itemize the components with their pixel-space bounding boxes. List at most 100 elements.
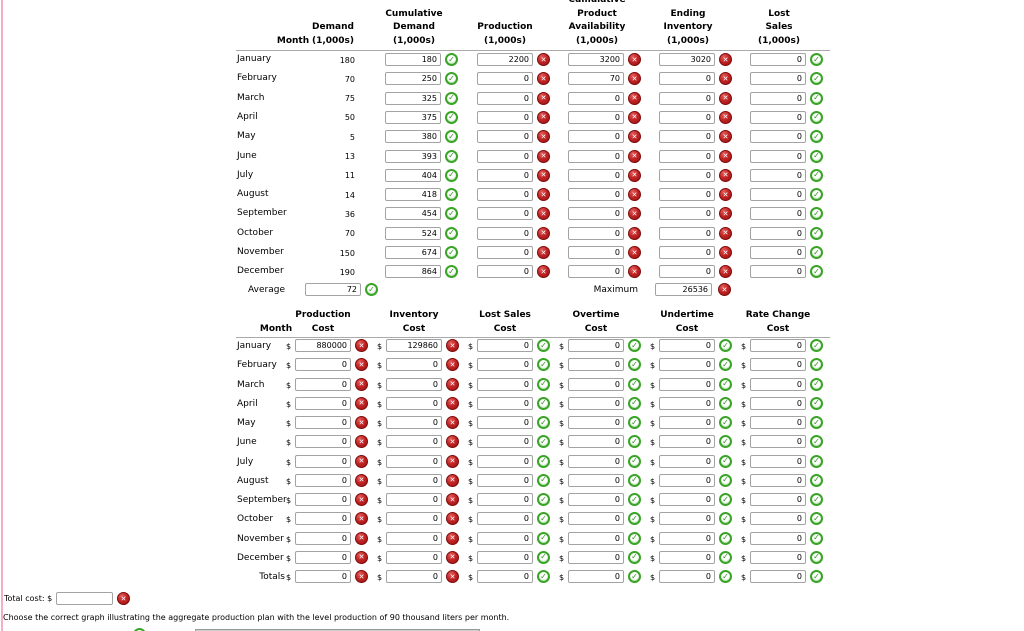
cost-value-input[interactable] [295,396,351,410]
plan-inventory-input[interactable] [659,130,715,144]
cost-value-input[interactable] [386,377,442,391]
total-cost-input[interactable] [56,592,113,605]
plan-cum-demand-input[interactable] [385,207,441,221]
cost-value-input[interactable] [659,416,715,429]
cost-value-input[interactable] [568,473,624,487]
plan-inventory-input[interactable] [659,168,715,182]
plan-lost-sales-input[interactable] [750,72,806,86]
plan-inventory-input[interactable] [659,265,715,279]
plan-lost-sales-input[interactable] [750,265,806,279]
cost-value-input[interactable] [477,473,533,487]
plan-inventory-input[interactable] [659,149,715,163]
plan-lost-sales-input[interactable] [750,207,806,221]
cost-value-input[interactable] [477,550,533,564]
cost-value-input[interactable] [750,377,806,391]
cost-value-input[interactable] [659,396,715,410]
plan-cum-demand-input[interactable] [385,226,441,240]
cost-value-input[interactable] [750,454,806,468]
cost-value-input[interactable] [386,435,442,449]
cost-value-input[interactable] [659,454,715,468]
cost-value-input[interactable] [659,377,715,391]
plan-lost-sales-input[interactable] [750,91,806,105]
cost-value-input[interactable] [750,473,806,487]
plan-production-input[interactable] [477,130,533,144]
graph-option-dropdown-partial[interactable] [195,629,480,631]
cost-value-input[interactable] [386,531,442,545]
cost-value-input[interactable] [295,550,351,564]
plan-availability-input[interactable] [568,149,624,163]
plan-availability-input[interactable] [568,226,624,240]
cost-value-input[interactable] [659,512,715,526]
cost-value-input[interactable] [386,570,442,583]
cost-value-input[interactable] [568,396,624,410]
cost-value-input[interactable] [750,435,806,449]
cost-value-input[interactable] [386,493,442,506]
plan-availability-input[interactable] [568,246,624,259]
cost-value-input[interactable] [477,512,533,526]
cost-value-input[interactable] [386,416,442,429]
cost-value-input[interactable] [659,531,715,545]
cost-value-input[interactable] [295,339,351,352]
plan-availability-input[interactable] [568,53,624,66]
plan-lost-sales-input[interactable] [750,188,806,202]
cost-value-input[interactable] [750,550,806,564]
cost-value-input[interactable] [568,454,624,468]
cost-value-input[interactable] [477,454,533,468]
maximum-input[interactable] [655,283,712,296]
plan-lost-sales-input[interactable] [750,53,806,66]
cost-value-input[interactable] [386,473,442,487]
plan-cum-demand-input[interactable] [385,130,441,144]
cost-value-input[interactable] [568,531,624,545]
plan-availability-input[interactable] [568,168,624,182]
cost-value-input[interactable] [295,377,351,391]
plan-cum-demand-input[interactable] [385,53,441,66]
plan-cum-demand-input[interactable] [385,168,441,182]
cost-value-input[interactable] [477,570,533,583]
plan-inventory-input[interactable] [659,72,715,86]
plan-lost-sales-input[interactable] [750,226,806,240]
cost-value-input[interactable] [568,377,624,391]
cost-value-input[interactable] [568,416,624,429]
plan-availability-input[interactable] [568,72,624,86]
plan-cum-demand-input[interactable] [385,72,441,86]
plan-cum-demand-input[interactable] [385,265,441,279]
plan-production-input[interactable] [477,149,533,163]
plan-availability-input[interactable] [568,207,624,221]
cost-value-input[interactable] [386,339,442,352]
plan-inventory-input[interactable] [659,226,715,240]
plan-inventory-input[interactable] [659,188,715,202]
cost-value-input[interactable] [295,435,351,449]
plan-lost-sales-input[interactable] [750,130,806,144]
plan-production-input[interactable] [477,91,533,105]
plan-cum-demand-input[interactable] [385,149,441,163]
plan-production-input[interactable] [477,265,533,279]
cost-value-input[interactable] [386,550,442,564]
plan-availability-input[interactable] [568,110,624,124]
cost-value-input[interactable] [568,435,624,449]
cost-value-input[interactable] [659,435,715,449]
cost-value-input[interactable] [659,473,715,487]
plan-availability-input[interactable] [568,130,624,144]
cost-value-input[interactable] [477,358,533,372]
cost-value-input[interactable] [477,531,533,545]
cost-value-input[interactable] [477,493,533,506]
cost-value-input[interactable] [295,358,351,372]
plan-production-input[interactable] [477,226,533,240]
plan-lost-sales-input[interactable] [750,110,806,124]
plan-production-input[interactable] [477,246,533,259]
cost-value-input[interactable] [295,416,351,429]
cost-value-input[interactable] [659,358,715,372]
cost-value-input[interactable] [295,493,351,506]
plan-inventory-input[interactable] [659,91,715,105]
cost-value-input[interactable] [295,473,351,487]
plan-lost-sales-input[interactable] [750,168,806,182]
plan-availability-input[interactable] [568,265,624,279]
plan-availability-input[interactable] [568,188,624,202]
cost-value-input[interactable] [750,339,806,352]
plan-inventory-input[interactable] [659,207,715,221]
plan-production-input[interactable] [477,207,533,221]
cost-value-input[interactable] [568,570,624,583]
cost-value-input[interactable] [568,339,624,352]
plan-cum-demand-input[interactable] [385,188,441,202]
cost-value-input[interactable] [750,396,806,410]
